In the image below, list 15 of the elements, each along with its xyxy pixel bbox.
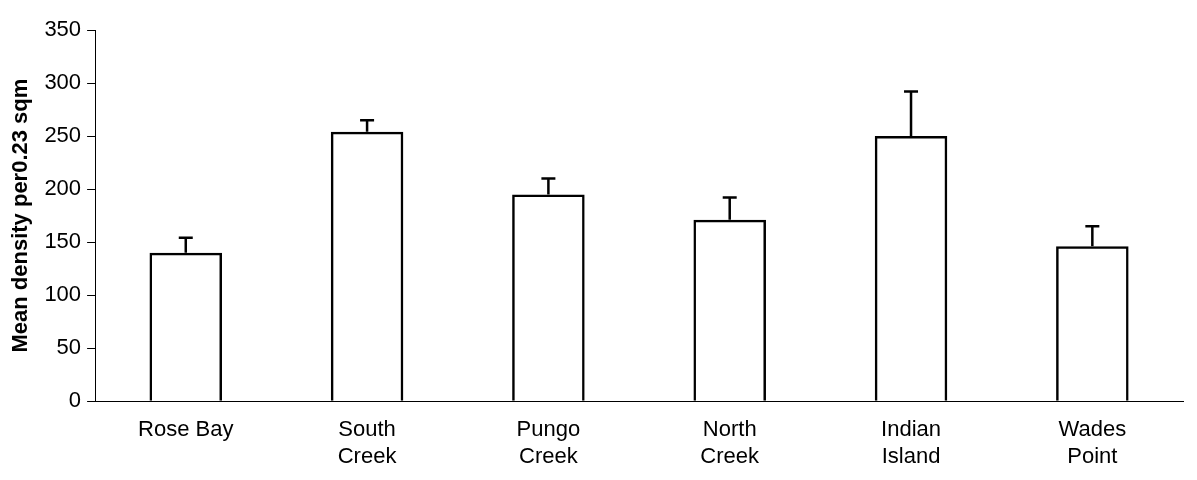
- y-tick-label: 200: [44, 175, 82, 201]
- y-tick-label: 50: [56, 334, 82, 360]
- x-tick-label: Rose Bay: [138, 416, 234, 442]
- x-tick-label: Pungo Creek: [516, 416, 581, 468]
- x-tick-label: Wades Point: [1058, 416, 1127, 468]
- x-tick-label: South Creek: [337, 416, 398, 468]
- x-tick-label: Indian Island: [881, 416, 941, 468]
- y-tick-label: 0: [68, 387, 82, 413]
- y-tick-label: 300: [44, 69, 82, 95]
- y-tick-label: 350: [44, 16, 82, 42]
- y-tick-label: 250: [44, 122, 82, 148]
- y-tick-label: 100: [44, 281, 82, 307]
- y-axis-title: Mean density per0.23 sqm: [7, 78, 33, 353]
- x-tick-label: North Creek: [700, 416, 761, 468]
- y-tick-label: 150: [44, 228, 82, 254]
